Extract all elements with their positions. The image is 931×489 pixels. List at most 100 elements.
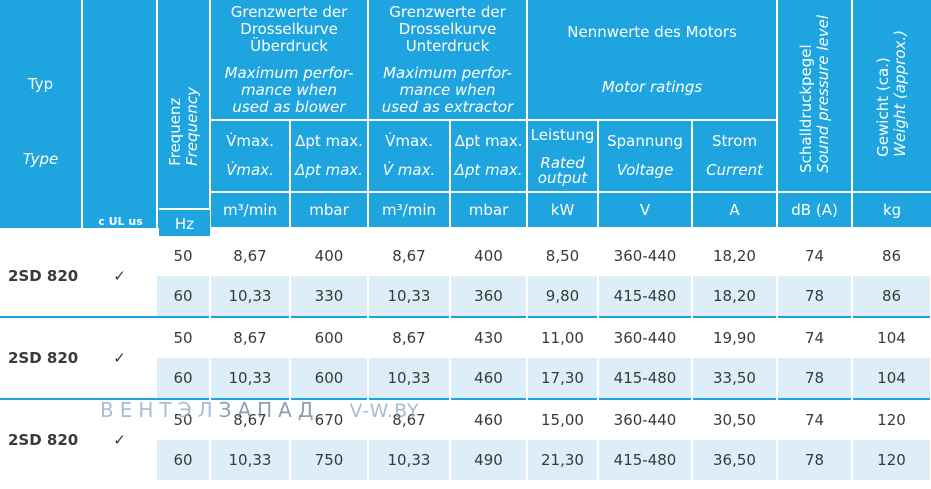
vmax-cell: 10,33: [210, 440, 291, 480]
watermark-brand-light: ВЕНТЭЛ: [100, 398, 219, 422]
frequency-label-de: Frequenz: [165, 97, 184, 166]
motor-ratings-header: Nennwerte des Motors Motor ratings: [527, 0, 779, 121]
weight-label-en: Weight (approx.): [891, 30, 910, 157]
freq-cell: 50: [157, 398, 211, 440]
power-de: Leistung: [530, 125, 595, 144]
vmax-blower-de: V̇max.: [226, 132, 274, 150]
weight-cell: 104: [852, 316, 931, 358]
ul-logo-text: c UL us: [98, 214, 143, 228]
model-name: 2SD 820: [0, 316, 82, 399]
dp-cell: 600: [290, 358, 369, 399]
voltage-cell: 415-480: [598, 358, 693, 399]
sound-cell: 78: [777, 358, 853, 399]
dp-cell: 750: [290, 440, 369, 480]
power-cell: 9,80: [527, 276, 599, 317]
cert-header: [82, 0, 158, 228]
sound-cell: 74: [777, 398, 853, 440]
weight-cell: 104: [852, 358, 931, 399]
table-row: 60 10,33 600 10,33 460 17,30 415-480 33,…: [0, 358, 931, 399]
motor-ratings-label-de: Nennwerte des Motors: [567, 22, 737, 41]
current-cell: 18,20: [692, 276, 778, 317]
unit-sound: dB (A): [777, 191, 854, 227]
vmax-cell: 8,67: [210, 316, 291, 358]
current-cell: 18,20: [692, 236, 778, 276]
watermark: ВЕНТЭЛЗАПАД V-W.BY: [100, 398, 420, 422]
dp-blower-de: Δpt max.: [295, 132, 363, 150]
power-en: Rated output: [537, 153, 588, 187]
current-header: Strom Current: [692, 119, 779, 192]
power-cell: 17,30: [527, 358, 599, 399]
dp2-cell: 460: [450, 358, 528, 399]
dp-extractor-en: Δpt max.: [454, 161, 523, 179]
weight-label-de: Gewicht (ca.): [874, 57, 893, 157]
freq-cell: 60: [157, 358, 211, 399]
dp2-cell: 400: [450, 236, 528, 276]
weight-cell: 86: [852, 236, 931, 276]
vmax-blower-header: V̇max. V̇max.: [210, 119, 291, 192]
type-label-de: Typ: [27, 75, 54, 94]
dp2-cell: 490: [450, 440, 528, 480]
dp2-cell: 360: [450, 276, 528, 317]
frequency-label-en: Frequency: [182, 86, 201, 166]
vmax-blower-en: V̇max.: [226, 161, 274, 179]
vmax-cell: 10,33: [210, 358, 291, 399]
sound-cell: 78: [777, 276, 853, 317]
vmax-extractor-header: V̇max. V̇ max.: [368, 119, 452, 192]
power-cell: 21,30: [527, 440, 599, 480]
current-cell: 33,50: [692, 358, 778, 399]
weight-header: Gewicht (ca.) Weight (approx.): [852, 0, 931, 193]
sound-label-de: Schalldruckpegel: [796, 43, 815, 173]
sound-cell: 74: [777, 316, 853, 358]
sound-label-en: Sound pressure level: [813, 14, 832, 173]
freq-cell: 50: [157, 316, 211, 358]
dp-blower-en: Δpt max.: [295, 161, 363, 179]
unit-dp-extractor: mbar: [450, 191, 529, 227]
freq-cell: 60: [157, 276, 211, 317]
frequency-header: Frequenz Frequency: [157, 0, 211, 228]
weight-cell: 120: [852, 398, 931, 440]
current-cell: 36,50: [692, 440, 778, 480]
dp2-cell: 460: [450, 398, 528, 440]
blower-limits-label-en: Maximum perfor-mance when used as blower: [224, 63, 354, 116]
extractor-limits-label-de: Grenzwerte der Drosselkurve Unterdruck: [389, 2, 506, 55]
voltage-cell: 415-480: [598, 276, 693, 317]
power-cell: 8,50: [527, 236, 599, 276]
model-name: 2SD 820: [0, 398, 82, 480]
dp-extractor-de: Δpt max.: [454, 132, 523, 150]
ul-certification-logo: c UL us: [84, 206, 157, 236]
blower-limits-label-de: Grenzwerte der Drosselkurve Überdruck: [230, 2, 348, 55]
table-row: 2SD 820 ✓ 50 8,67 600 8,67 430 11,00 360…: [0, 316, 931, 399]
dp-cell: 330: [290, 276, 369, 317]
unit-vmax-blower: m³/min: [210, 191, 291, 227]
voltage-de: Spannung: [607, 132, 683, 150]
power-cell: 11,00: [527, 316, 599, 358]
dp-extractor-header: Δpt max. Δpt max.: [450, 119, 529, 192]
unit-voltage: V: [598, 191, 694, 227]
type-label-en: Type: [22, 150, 59, 169]
voltage-cell: 415-480: [598, 440, 693, 480]
vmax2-cell: 10,33: [368, 440, 451, 480]
table-row: 2SD 820 ✓ 50 8,67 670 8,67 460 15,00 360…: [0, 398, 931, 480]
vmax2-cell: 10,33: [368, 358, 451, 399]
motor-ratings-label-en: Motor ratings: [601, 77, 703, 96]
unit-dp-blower: mbar: [290, 191, 370, 227]
type-header: Typ Type: [0, 0, 83, 228]
dp-cell: 400: [290, 236, 369, 276]
unit-frequency: Hz: [159, 208, 210, 238]
power-cell: 15,00: [527, 398, 599, 440]
model-name: 2SD 820: [0, 236, 82, 317]
watermark-url: V-W.BY: [349, 400, 420, 422]
unit-weight: kg: [852, 191, 931, 227]
power-header: Leistung Rated output: [527, 119, 600, 192]
table-row: 2SD 820 ✓ 50 8,67 400 8,67 400 8,50 360-…: [0, 236, 931, 317]
freq-cell: 50: [157, 236, 211, 276]
check-icon: ✓: [82, 398, 157, 480]
current-de: Strom: [712, 132, 758, 150]
weight-cell: 86: [852, 276, 931, 317]
weight-cell: 120: [852, 440, 931, 480]
voltage-cell: 360-440: [598, 316, 693, 358]
voltage-cell: 360-440: [598, 236, 693, 276]
vmax2-cell: 10,33: [368, 276, 451, 317]
extractor-limits-header: Grenzwerte der Drosselkurve Unterdruck M…: [368, 0, 529, 121]
specification-table: Typ Type Frequenz Frequency Grenzwerte d…: [0, 0, 931, 228]
